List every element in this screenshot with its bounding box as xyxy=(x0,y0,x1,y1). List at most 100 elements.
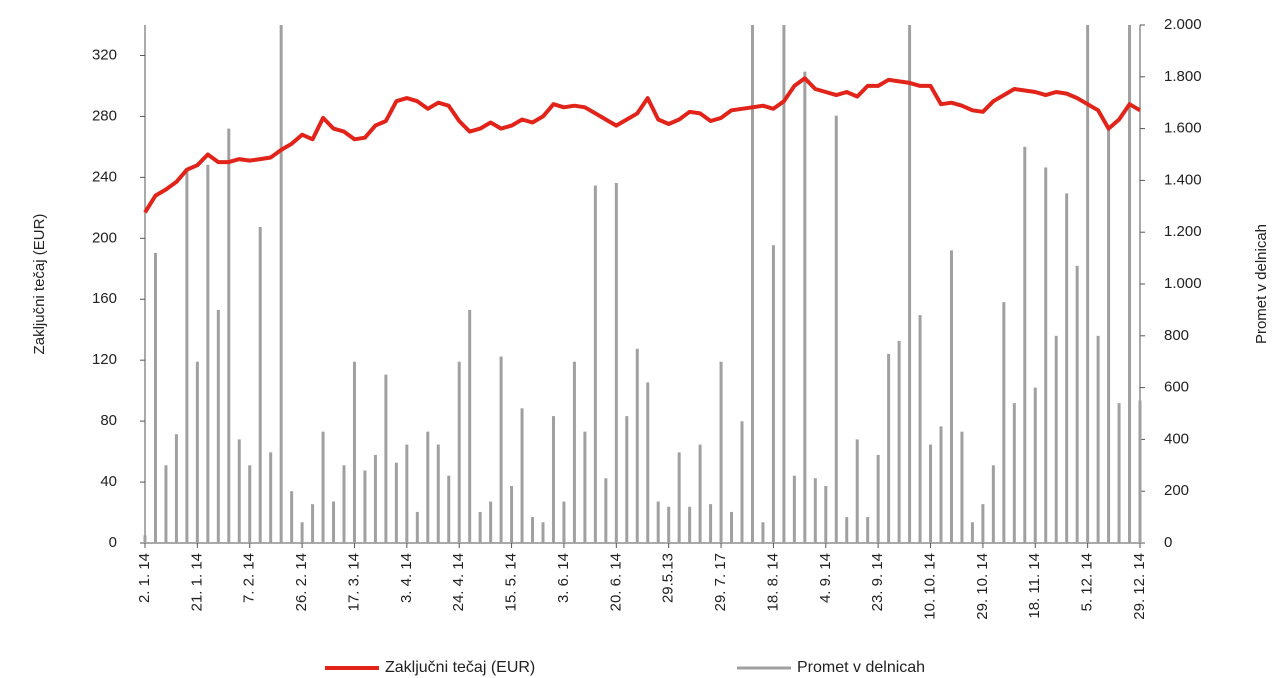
x-tick-label: 15. 5. 14 xyxy=(503,553,520,611)
x-tick-label: 4. 9. 14 xyxy=(817,553,834,603)
bar xyxy=(457,361,461,543)
y-tick-label: 80 xyxy=(100,412,117,429)
x-tick-label: 29. 7. 17 xyxy=(712,553,729,611)
bar xyxy=(447,475,451,543)
bar xyxy=(1117,403,1121,543)
x-tick-label: 3. 6. 14 xyxy=(555,553,572,603)
x-tick-label: 29. 10. 14 xyxy=(974,553,991,620)
y2-tick-label: 1.000 xyxy=(1164,275,1202,292)
bar xyxy=(237,439,241,543)
bar xyxy=(1054,335,1058,543)
bar xyxy=(290,491,294,543)
bar xyxy=(520,408,524,543)
bar xyxy=(876,454,880,543)
bar xyxy=(510,486,514,543)
bar xyxy=(300,522,304,543)
bar xyxy=(153,252,157,544)
bar xyxy=(206,164,210,544)
x-tick-label: 21. 1. 14 xyxy=(188,553,205,611)
bar xyxy=(1012,403,1016,543)
bar xyxy=(604,478,608,543)
bar xyxy=(373,454,377,543)
bar xyxy=(227,128,231,543)
bar xyxy=(195,361,199,543)
x-tick-label: 18. 8. 14 xyxy=(764,553,781,611)
y-tick-label: 280 xyxy=(92,107,117,124)
y2-tick-label: 800 xyxy=(1164,327,1189,344)
x-tick-label: 2. 1. 14 xyxy=(136,553,153,603)
bar xyxy=(981,504,985,543)
bar xyxy=(164,465,168,543)
y-tick-label: 200 xyxy=(92,229,117,246)
x-tick-label: 10. 10. 14 xyxy=(921,553,938,620)
bar xyxy=(614,182,618,544)
x-tick-label: 29.5.13 xyxy=(660,553,677,603)
bar xyxy=(174,434,178,543)
y2-tick-label: 0 xyxy=(1164,534,1172,551)
bar xyxy=(332,501,336,543)
bar xyxy=(782,25,786,543)
x-tick-label: 26. 2. 14 xyxy=(293,553,310,611)
bar xyxy=(185,170,189,544)
bar xyxy=(541,522,545,543)
y2-tick-label: 1.800 xyxy=(1164,68,1202,85)
bar xyxy=(311,504,315,543)
bar xyxy=(216,309,220,543)
y2-tick-label: 2.000 xyxy=(1164,16,1202,33)
bar xyxy=(688,506,692,543)
bar xyxy=(248,465,252,543)
bar xyxy=(562,501,566,543)
bar xyxy=(855,439,859,543)
bar xyxy=(258,227,262,543)
bar xyxy=(352,361,356,543)
bar xyxy=(499,356,503,543)
bar xyxy=(321,431,325,543)
y-tick-label: 40 xyxy=(100,473,117,490)
bar xyxy=(363,470,367,543)
bar xyxy=(1044,167,1048,543)
bar xyxy=(635,348,639,543)
bar xyxy=(583,431,587,543)
bar xyxy=(667,506,671,543)
bar xyxy=(771,245,775,543)
y-tick-label: 320 xyxy=(92,46,117,63)
x-tick-label: 17. 3. 14 xyxy=(345,553,362,611)
x-tick-label: 5. 12. 14 xyxy=(1079,553,1096,611)
bar xyxy=(750,25,754,543)
x-tick-label: 29. 12. 14 xyxy=(1131,553,1148,620)
bar xyxy=(845,517,849,543)
bar xyxy=(949,250,953,543)
y-tick-label: 160 xyxy=(92,290,117,307)
legend-label: Promet v delnicah xyxy=(797,659,925,676)
bar xyxy=(709,504,713,543)
y2-tick-label: 1.200 xyxy=(1164,223,1202,240)
bar xyxy=(279,25,283,543)
legend-label: Zaključni tečaj (EUR) xyxy=(385,659,535,676)
bar xyxy=(478,511,482,543)
bar xyxy=(572,361,576,543)
y-tick-label: 120 xyxy=(92,351,117,368)
y2-tick-label: 1.600 xyxy=(1164,120,1202,137)
bar xyxy=(761,522,765,543)
bar xyxy=(792,475,796,543)
y2-tick-label: 600 xyxy=(1164,379,1189,396)
bar xyxy=(531,517,535,543)
bar xyxy=(656,501,660,543)
bar xyxy=(803,71,807,544)
bar xyxy=(436,444,440,543)
x-tick-label: 18. 11. 14 xyxy=(1026,553,1043,619)
bar xyxy=(1065,193,1069,543)
y2-axis-title: Promet v delnicah xyxy=(1253,224,1270,344)
y-tick-label: 240 xyxy=(92,168,117,185)
bar xyxy=(918,315,922,543)
bar xyxy=(415,511,419,543)
bar xyxy=(730,511,734,543)
bar xyxy=(813,478,817,543)
bar xyxy=(426,431,430,543)
bar xyxy=(384,374,388,543)
y2-tick-label: 200 xyxy=(1164,482,1189,499)
x-tick-label: 7. 2. 14 xyxy=(241,553,258,603)
bar xyxy=(1002,302,1006,543)
bar xyxy=(1096,335,1100,543)
bar xyxy=(342,465,346,543)
